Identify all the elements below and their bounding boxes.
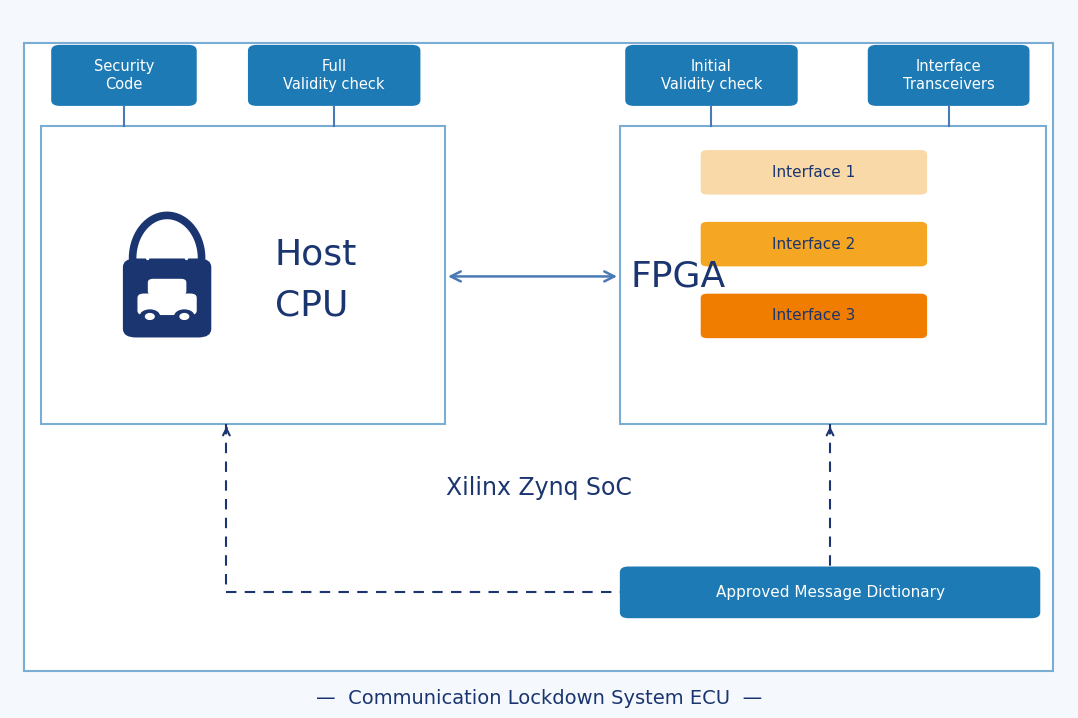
Bar <box>24 43 1053 671</box>
Text: —  Communication Lockdown System ECU  —: — Communication Lockdown System ECU — <box>316 689 762 708</box>
Text: Initial
Validity check: Initial Validity check <box>661 59 762 92</box>
Text: CPU: CPU <box>275 288 348 322</box>
Bar <box>41 126 445 424</box>
Text: Approved Message Dictionary: Approved Message Dictionary <box>716 585 944 600</box>
FancyBboxPatch shape <box>625 45 798 106</box>
FancyBboxPatch shape <box>701 150 927 195</box>
Text: Interface 1: Interface 1 <box>772 165 856 180</box>
FancyBboxPatch shape <box>620 567 1040 618</box>
Text: FPGA: FPGA <box>631 259 725 294</box>
Text: Host: Host <box>275 238 357 272</box>
Text: Interface
Transceivers: Interface Transceivers <box>902 59 995 92</box>
Text: Interface 2: Interface 2 <box>772 237 856 251</box>
Circle shape <box>175 310 194 323</box>
FancyBboxPatch shape <box>701 222 927 266</box>
Bar <box>620 126 1046 424</box>
FancyBboxPatch shape <box>701 294 927 338</box>
FancyBboxPatch shape <box>52 45 196 106</box>
FancyBboxPatch shape <box>868 45 1029 106</box>
Text: Security
Code: Security Code <box>94 59 154 92</box>
FancyBboxPatch shape <box>148 279 186 295</box>
Text: Full
Validity check: Full Validity check <box>284 59 385 92</box>
Text: Xilinx Zynq SoC: Xilinx Zynq SoC <box>446 476 632 500</box>
Circle shape <box>180 314 189 320</box>
FancyBboxPatch shape <box>123 258 211 337</box>
FancyBboxPatch shape <box>248 45 420 106</box>
FancyBboxPatch shape <box>138 294 196 315</box>
Circle shape <box>140 310 160 323</box>
Circle shape <box>146 314 154 320</box>
Text: Interface 3: Interface 3 <box>772 309 856 323</box>
